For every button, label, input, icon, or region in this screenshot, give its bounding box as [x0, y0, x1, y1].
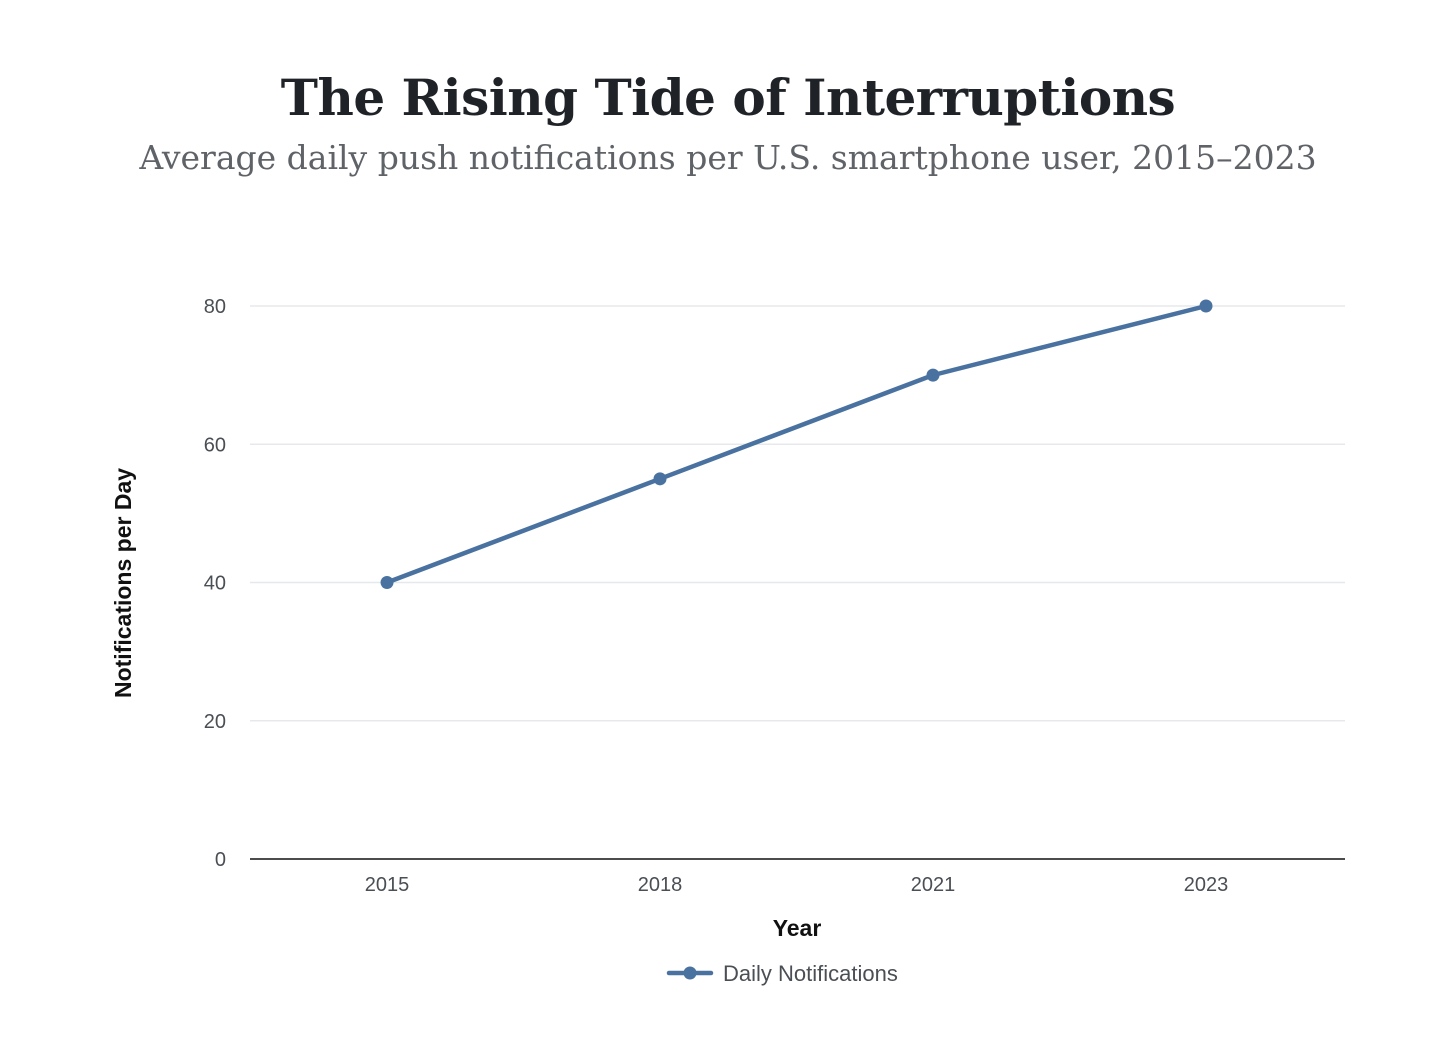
data-point-2021 [926, 368, 940, 382]
series-layer [380, 299, 1213, 589]
data-point-2015 [380, 576, 394, 589]
y-tick-label-80: 80 [204, 296, 226, 318]
x-axis-ticks: 2015 2018 2021 2023 [365, 874, 1229, 896]
series-line-0 [384, 303, 1209, 585]
chart-subtitle: Average daily push notifications per U.S… [139, 138, 1317, 177]
x-tick-label-2023: 2023 [1184, 874, 1229, 896]
y-axis-title: Notifications per Day [110, 468, 136, 698]
data-point-2018 [653, 472, 667, 486]
legend-label-daily-notifications: Daily Notifications [723, 961, 898, 986]
y-tick-label-20: 20 [204, 711, 226, 733]
y-axis-ticks: 0 20 40 60 80 [204, 296, 226, 871]
chart-title: The Rising Tide of Interruptions [280, 68, 1176, 127]
legend-swatch-marker [683, 966, 697, 980]
x-tick-label-2021: 2021 [911, 874, 956, 896]
gridlines [250, 305, 1345, 722]
y-tick-label-0: 0 [215, 849, 226, 871]
data-point-2023 [1199, 299, 1213, 313]
x-tick-label-2015: 2015 [365, 874, 410, 896]
x-axis-title: Year [773, 915, 822, 941]
legend: Daily Notifications [666, 961, 898, 986]
y-tick-label-40: 40 [204, 573, 226, 595]
y-tick-label-60: 60 [204, 434, 226, 456]
x-tick-label-2018: 2018 [638, 874, 683, 896]
